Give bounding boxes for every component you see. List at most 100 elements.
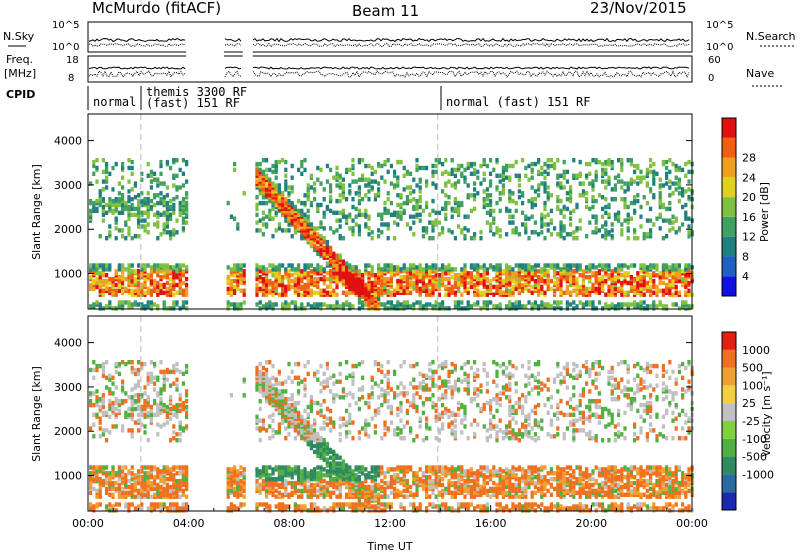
power-cell xyxy=(553,300,557,305)
velocity-cell xyxy=(293,465,297,470)
velocity-cell xyxy=(303,383,307,388)
power-cell xyxy=(473,181,477,186)
power-colorbar-label: Power [dB] xyxy=(758,182,771,242)
power-cell xyxy=(492,292,496,297)
power-cell xyxy=(565,276,569,282)
power-cell xyxy=(441,271,445,276)
power-cell xyxy=(89,198,93,204)
power-cell xyxy=(322,210,326,215)
velocity-cell xyxy=(185,389,189,394)
power-cell xyxy=(127,189,131,194)
power-cell xyxy=(565,284,569,290)
power-cell xyxy=(453,304,457,309)
power-cell xyxy=(178,288,182,293)
power-cell xyxy=(357,306,361,311)
power-cell xyxy=(517,195,521,200)
power-cell xyxy=(665,159,669,165)
power-cell xyxy=(639,169,643,175)
power-cell xyxy=(124,276,128,282)
nave-trace xyxy=(88,69,690,78)
velocity-cell xyxy=(313,443,317,449)
velocity-cell xyxy=(178,397,182,402)
power-cell xyxy=(636,236,640,241)
power-cell xyxy=(277,282,281,288)
power-cell xyxy=(437,286,441,292)
power-cell xyxy=(405,278,409,284)
power-cell xyxy=(95,165,99,171)
power-cell xyxy=(370,171,374,176)
power-cell xyxy=(514,208,518,214)
power-cell xyxy=(559,306,563,311)
power-cell xyxy=(591,282,595,288)
power-cell xyxy=(169,276,173,282)
power-cell xyxy=(313,187,317,192)
power-cell xyxy=(332,263,336,268)
power-cell xyxy=(559,234,563,239)
power-cell xyxy=(332,304,336,309)
power-cell xyxy=(585,300,589,305)
velocity-cell xyxy=(319,478,323,484)
power-cell xyxy=(418,300,422,305)
power-cell xyxy=(172,228,176,233)
power-cell xyxy=(156,304,160,309)
power-cell xyxy=(543,175,547,180)
power-cell xyxy=(588,286,592,292)
velocity-cell xyxy=(130,395,134,400)
power-cell xyxy=(316,245,320,251)
velocity-cell xyxy=(322,426,326,431)
velocity-cell xyxy=(172,363,176,369)
power-cell xyxy=(316,239,320,245)
power-cell xyxy=(658,300,662,305)
power-cell xyxy=(281,282,285,288)
power-cell xyxy=(287,198,291,204)
power-cell xyxy=(290,300,294,305)
power-cell xyxy=(530,197,534,202)
velocity-cell xyxy=(95,402,99,408)
power-cell xyxy=(633,198,637,204)
power-cell xyxy=(421,234,425,239)
power-cell xyxy=(409,304,413,309)
power-cell xyxy=(271,216,275,221)
power-cell xyxy=(463,282,467,288)
velocity-cell xyxy=(313,467,317,472)
power-cell xyxy=(274,288,278,293)
power-cell xyxy=(409,198,413,204)
power-cell xyxy=(620,228,624,233)
power-cell xyxy=(626,236,630,241)
power-cell xyxy=(687,216,691,221)
power-cell xyxy=(617,275,621,280)
velocity-cell xyxy=(121,490,125,495)
power-cell xyxy=(485,284,489,290)
velocity-cell xyxy=(156,473,160,478)
power-cell xyxy=(114,161,118,167)
power-cell xyxy=(687,169,691,175)
velocity-cell xyxy=(165,465,169,470)
power-cell xyxy=(389,163,393,169)
velocity-cell xyxy=(306,508,310,513)
velocity-cell xyxy=(284,379,288,384)
velocity-cell xyxy=(287,402,291,408)
power-cell xyxy=(639,282,643,288)
power-cell xyxy=(511,163,515,169)
power-cell xyxy=(306,282,310,288)
power-cell xyxy=(137,193,141,198)
station-title: McMurdo (fitACF) xyxy=(92,0,221,17)
velocity-cell xyxy=(165,404,169,410)
power-cell xyxy=(140,288,144,293)
power-cell xyxy=(265,158,269,163)
velocity-cell xyxy=(185,414,189,419)
cpid-mode-themis: themis 3300 RF xyxy=(146,85,247,99)
power-cell xyxy=(620,161,624,167)
power-cell xyxy=(370,179,374,184)
power-cell xyxy=(258,167,262,173)
velocity-cell xyxy=(105,465,109,470)
velocity-cell xyxy=(172,506,176,511)
power-cell xyxy=(143,197,147,202)
velocity-cell xyxy=(281,389,285,394)
power-cell xyxy=(95,263,99,268)
power-cell xyxy=(569,290,573,295)
power-cell xyxy=(98,271,102,276)
power-cell xyxy=(242,273,246,278)
power-cell xyxy=(441,278,445,284)
power-cell xyxy=(92,208,96,214)
